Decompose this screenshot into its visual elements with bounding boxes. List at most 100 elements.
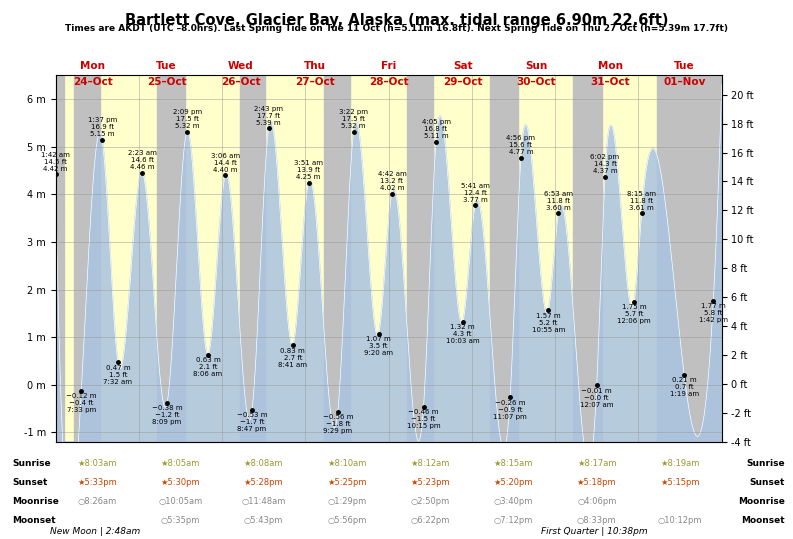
Text: −0.53 m
−1.7 ft
8:47 pm: −0.53 m −1.7 ft 8:47 pm (237, 412, 267, 432)
Text: 31–Oct: 31–Oct (591, 77, 630, 87)
Text: Wed: Wed (228, 61, 254, 71)
Text: Mon: Mon (598, 61, 623, 71)
Bar (573, 75, 602, 442)
Text: 1.32 m
4.3 ft
10:03 am: 1.32 m 4.3 ft 10:03 am (446, 324, 480, 344)
Text: 6:53 am
11.8 ft
3.60 m: 6:53 am 11.8 ft 3.60 m (544, 191, 573, 211)
Text: Times are AKDT (UTC –8.0hrs). Last Spring Tide on Tue 11 Oct (h=5.11m 16.8ft). N: Times are AKDT (UTC –8.0hrs). Last Sprin… (65, 24, 728, 33)
Text: 2:23 am
14.6 ft
4.46 m: 2:23 am 14.6 ft 4.46 m (128, 150, 156, 170)
Text: ★8:08am: ★8:08am (244, 459, 283, 468)
Text: ○10:05am: ○10:05am (159, 497, 202, 506)
Text: ★5:28pm: ★5:28pm (244, 478, 283, 487)
Text: New Moon | 2:48am: New Moon | 2:48am (50, 527, 140, 536)
Text: 3:51 am
13.9 ft
4.25 m: 3:51 am 13.9 ft 4.25 m (294, 160, 323, 180)
Text: ○3:40pm: ○3:40pm (494, 497, 533, 506)
Bar (56, 75, 139, 442)
Bar (74, 75, 101, 442)
Bar (638, 75, 722, 442)
Text: Sunrise: Sunrise (746, 459, 785, 468)
Text: ★5:20pm: ★5:20pm (494, 478, 533, 487)
Text: ★8:10am: ★8:10am (328, 459, 366, 468)
Text: −0.56 m
−1.8 ft
9:29 pm: −0.56 m −1.8 ft 9:29 pm (323, 414, 353, 434)
Text: ★5:25pm: ★5:25pm (328, 478, 366, 487)
Text: −0.26 m
−0.9 ft
11:07 pm: −0.26 m −0.9 ft 11:07 pm (493, 399, 527, 420)
Text: First Quarter | 10:38pm: First Quarter | 10:38pm (542, 527, 648, 536)
Text: 2:43 pm
17.7 ft
5.39 m: 2:43 pm 17.7 ft 5.39 m (255, 106, 283, 126)
Text: 3:06 am
14.4 ft
4.40 m: 3:06 am 14.4 ft 4.40 m (211, 153, 240, 173)
Text: Sunset: Sunset (749, 478, 785, 487)
Bar (222, 75, 305, 442)
Bar (472, 75, 555, 442)
Bar (157, 75, 185, 442)
Text: 27–Oct: 27–Oct (295, 77, 335, 87)
Text: 0.83 m
2.7 ft
8:41 am: 0.83 m 2.7 ft 8:41 am (278, 348, 308, 368)
Text: Bartlett Cove, Glacier Bay, Alaska (max. tidal range 6.90m 22.6ft): Bartlett Cove, Glacier Bay, Alaska (max.… (125, 13, 668, 29)
Bar (240, 75, 266, 442)
Text: 3:22 pm
17.5 ft
5.32 m: 3:22 pm 17.5 ft 5.32 m (339, 109, 368, 129)
Text: ○8:26am: ○8:26am (78, 497, 117, 506)
Text: ★8:03am: ★8:03am (78, 459, 117, 468)
Text: Sat: Sat (453, 61, 473, 71)
Text: Thu: Thu (304, 61, 326, 71)
Bar (324, 75, 351, 442)
Text: Sunset: Sunset (12, 478, 48, 487)
Text: 1:42 am
14.5 ft
4.42 m: 1:42 am 14.5 ft 4.42 m (41, 152, 70, 172)
Text: 0.63 m
2.1 ft
8:06 am: 0.63 m 2.1 ft 8:06 am (193, 357, 223, 377)
Text: 0.47 m
1.5 ft
7:32 am: 0.47 m 1.5 ft 7:32 am (103, 365, 132, 385)
Text: 4:42 am
13.2 ft
4.02 m: 4:42 am 13.2 ft 4.02 m (377, 171, 406, 191)
Text: Tue: Tue (674, 61, 695, 71)
Text: 30–Oct: 30–Oct (517, 77, 557, 87)
Text: 6:02 pm
14.3 ft
4.37 m: 6:02 pm 14.3 ft 4.37 m (591, 155, 619, 175)
Text: 1.75 m
5.7 ft
12:06 pm: 1.75 m 5.7 ft 12:06 pm (618, 304, 651, 324)
Text: 01–Nov: 01–Nov (664, 77, 706, 87)
Text: 5:41 am
12.4 ft
3.77 m: 5:41 am 12.4 ft 3.77 m (461, 183, 489, 203)
Bar (56, 75, 63, 442)
Bar (305, 75, 389, 442)
Text: ★8:17am: ★8:17am (577, 459, 616, 468)
Text: ★8:12am: ★8:12am (411, 459, 450, 468)
Bar (490, 75, 518, 442)
Text: ○2:50pm: ○2:50pm (411, 497, 450, 506)
Text: ○4:06pm: ○4:06pm (577, 497, 616, 506)
Text: ★5:18pm: ★5:18pm (577, 478, 616, 487)
Text: ○6:22pm: ○6:22pm (411, 516, 450, 524)
Text: Mon: Mon (80, 61, 105, 71)
Text: ○8:33pm: ○8:33pm (577, 516, 616, 524)
Text: Fri: Fri (381, 61, 396, 71)
Text: 24–Oct: 24–Oct (73, 77, 113, 87)
Text: Sunrise: Sunrise (12, 459, 51, 468)
Text: ★8:05am: ★8:05am (161, 459, 200, 468)
Text: ○10:12pm: ○10:12pm (657, 516, 703, 524)
Text: 1:37 pm
16.9 ft
5.15 m: 1:37 pm 16.9 ft 5.15 m (87, 118, 117, 137)
Text: Moonset: Moonset (12, 516, 56, 524)
Text: 4:56 pm
15.6 ft
4.77 m: 4:56 pm 15.6 ft 4.77 m (507, 135, 535, 155)
Text: 25–Oct: 25–Oct (147, 77, 186, 87)
Text: ★8:19am: ★8:19am (661, 459, 699, 468)
Text: −0.01 m
−0.0 ft
12:07 am: −0.01 m −0.0 ft 12:07 am (580, 388, 614, 407)
Bar (407, 75, 433, 442)
Text: 1.57 m
5.2 ft
10:55 am: 1.57 m 5.2 ft 10:55 am (532, 313, 565, 333)
Text: 28–Oct: 28–Oct (369, 77, 408, 87)
Text: Moonrise: Moonrise (738, 497, 785, 506)
Text: ○11:48am: ○11:48am (242, 497, 285, 506)
Text: ★5:23pm: ★5:23pm (411, 478, 450, 487)
Text: ○5:43pm: ○5:43pm (244, 516, 283, 524)
Text: Moonrise: Moonrise (12, 497, 59, 506)
Text: ★5:30pm: ★5:30pm (161, 478, 200, 487)
Text: ○7:12pm: ○7:12pm (494, 516, 533, 524)
Bar (389, 75, 472, 442)
Text: 2:09 pm
17.5 ft
5.32 m: 2:09 pm 17.5 ft 5.32 m (173, 109, 201, 129)
Text: 1.77 m
5.8 ft
1:42 pm: 1.77 m 5.8 ft 1:42 pm (699, 303, 728, 323)
Bar (657, 75, 722, 442)
Text: 29–Oct: 29–Oct (442, 77, 482, 87)
Text: Tue: Tue (156, 61, 177, 71)
Text: ★5:15pm: ★5:15pm (661, 478, 699, 487)
Text: ○5:56pm: ○5:56pm (328, 516, 366, 524)
Bar (139, 75, 222, 442)
Text: 4:05 pm
16.8 ft
5.11 m: 4:05 pm 16.8 ft 5.11 m (422, 119, 450, 139)
Text: Moonset: Moonset (741, 516, 785, 524)
Text: 1.07 m
3.5 ft
9:20 am: 1.07 m 3.5 ft 9:20 am (364, 336, 393, 356)
Text: −0.38 m
−1.2 ft
8:09 pm: −0.38 m −1.2 ft 8:09 pm (151, 405, 182, 425)
Text: ★5:33pm: ★5:33pm (77, 478, 117, 487)
Text: 8:15 am
11.8 ft
3.61 m: 8:15 am 11.8 ft 3.61 m (627, 191, 656, 211)
Text: 26–Oct: 26–Oct (220, 77, 260, 87)
